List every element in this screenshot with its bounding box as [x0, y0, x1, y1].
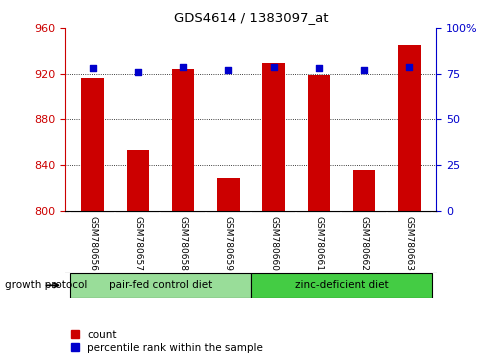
Text: growth protocol: growth protocol — [5, 280, 87, 290]
Bar — [171, 69, 194, 211]
Bar — [307, 75, 330, 211]
Point — [314, 65, 322, 71]
Bar — [81, 79, 104, 211]
Point — [269, 64, 277, 69]
Bar — [70, 273, 251, 298]
Text: GSM780656: GSM780656 — [88, 216, 97, 270]
Text: pair-fed control diet: pair-fed control diet — [108, 280, 212, 290]
Legend: count, percentile rank within the sample: count, percentile rank within the sample — [71, 330, 263, 353]
Text: GSM780663: GSM780663 — [404, 216, 413, 270]
Text: GSM780662: GSM780662 — [359, 216, 368, 270]
Bar — [251, 273, 431, 298]
Title: GDS4614 / 1383097_at: GDS4614 / 1383097_at — [173, 11, 328, 24]
Text: GSM780661: GSM780661 — [314, 216, 323, 270]
Bar — [217, 178, 239, 211]
Point — [360, 67, 367, 73]
Point — [179, 64, 187, 69]
Text: GSM780660: GSM780660 — [269, 216, 277, 270]
Text: GSM780658: GSM780658 — [178, 216, 187, 270]
Text: GSM780659: GSM780659 — [224, 216, 232, 270]
Text: zinc-deficient diet: zinc-deficient diet — [294, 280, 388, 290]
Bar — [397, 45, 420, 211]
Point — [134, 69, 141, 75]
Bar — [352, 170, 375, 211]
Point — [224, 67, 232, 73]
Bar — [126, 150, 149, 211]
Text: GSM780657: GSM780657 — [133, 216, 142, 270]
Point — [405, 64, 412, 69]
Bar — [262, 63, 284, 211]
Point — [89, 65, 96, 71]
